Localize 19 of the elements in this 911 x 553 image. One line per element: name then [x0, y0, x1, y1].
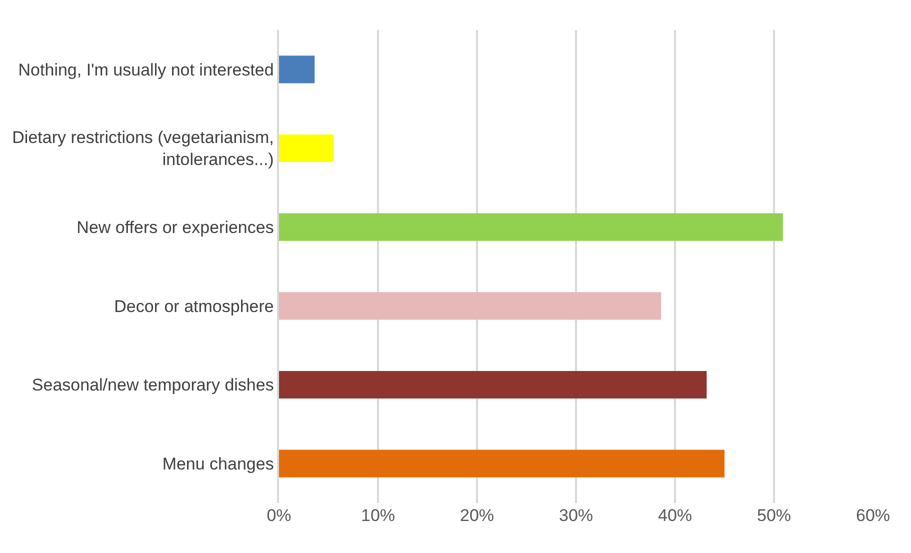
- x-tick-label: 0%: [266, 506, 292, 525]
- bar: [279, 370, 707, 399]
- x-tick-label: 60%: [856, 506, 890, 525]
- y-tick-label: Seasonal/new temporary dishes: [32, 376, 274, 395]
- bar: [279, 450, 724, 478]
- y-tick-label: Decor or atmosphere: [114, 296, 274, 316]
- x-tick-label: 20%: [460, 506, 494, 525]
- x-tick-label: 40%: [658, 506, 692, 525]
- y-tick-label: Nothing, I'm usually not interested: [18, 60, 274, 80]
- x-tick-label: 30%: [558, 506, 594, 525]
- bar: [279, 213, 783, 241]
- x-tick-label: 50%: [756, 506, 792, 525]
- y-tick-label: New offers or experiences: [76, 218, 274, 238]
- bar: [279, 56, 315, 84]
- bar: [279, 292, 662, 320]
- y-tick-label: Dietary restrictions (vegetarianism, intolerances...): [12, 128, 274, 170]
- x-tick-label: 10%: [360, 506, 396, 525]
- bar: [279, 134, 334, 162]
- y-tick-label: Menu changes: [162, 454, 274, 474]
